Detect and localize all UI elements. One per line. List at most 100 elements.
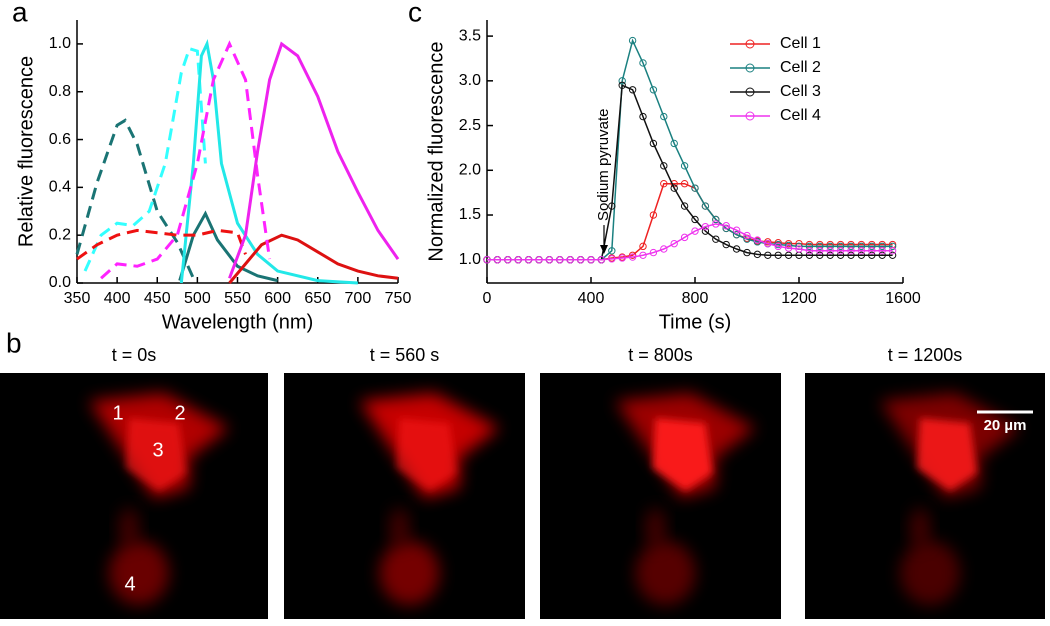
data-point: [826, 247, 834, 255]
cell-label: 4: [124, 573, 135, 595]
data-point: [691, 227, 699, 235]
x-tick-label: 1600: [885, 290, 921, 307]
legend-label: Cell 3: [780, 83, 821, 100]
data-point: [847, 242, 855, 251]
data-point: [639, 59, 647, 67]
x-axis-title: Time (s): [659, 311, 732, 333]
data-point: [649, 211, 658, 219]
data-point: [618, 77, 626, 85]
image-title: t = 1200s: [888, 345, 963, 365]
data-point: [566, 256, 574, 264]
legend-label: Cell 2: [780, 59, 821, 76]
x-tick-label: 600: [264, 290, 291, 307]
series-line: [179, 39, 358, 285]
data-point: [649, 248, 658, 257]
data-point: [732, 226, 741, 234]
data-point: [691, 184, 699, 192]
cell-label: 3: [152, 439, 163, 461]
scale-bar-label: 20 µm: [984, 417, 1027, 434]
data-point: [608, 202, 616, 210]
data-point: [628, 36, 637, 45]
x-tick-label: 1200: [781, 290, 817, 307]
data-point: [826, 251, 834, 259]
x-tick-label: 450: [144, 290, 171, 307]
data-point: [847, 251, 855, 259]
data-point: [535, 256, 543, 264]
x-tick-label: 350: [64, 290, 91, 307]
data-point: [753, 236, 762, 244]
data-point: [712, 215, 720, 224]
data-point: [597, 256, 606, 264]
data-point: [556, 256, 564, 264]
data-point: [576, 256, 585, 264]
data-point: [816, 242, 824, 251]
data-point: [504, 256, 512, 264]
panel-label: a: [12, 0, 28, 27]
data-point: [857, 251, 866, 259]
data-point: [805, 242, 814, 251]
y-tick-label: 3.5: [459, 27, 481, 44]
y-tick-label: 2.5: [459, 117, 481, 134]
data-point: [732, 230, 741, 239]
image-title: t = 0s: [112, 345, 157, 365]
data-point: [774, 242, 782, 251]
cell-body: [126, 418, 186, 491]
legend-label: Cell 1: [780, 35, 821, 52]
cell-label: 2: [174, 402, 185, 424]
cell-lower-tail: [119, 508, 139, 548]
data-point: [836, 242, 845, 251]
data-point: [878, 251, 886, 259]
y-tick-label: 0.4: [49, 179, 71, 196]
data-point: [743, 248, 751, 257]
data-point: [628, 86, 637, 94]
data-point: [649, 139, 658, 148]
data-point: [857, 242, 866, 251]
data-point: [628, 253, 637, 261]
legend-marker: [745, 63, 755, 73]
y-tick-label: 1.0: [49, 35, 71, 52]
y-tick-label: 0.0: [49, 274, 71, 291]
data-point: [795, 245, 803, 253]
data-point: [660, 180, 668, 188]
x-axis-title: Wavelength (nm): [162, 311, 314, 333]
arrow-head: [600, 245, 608, 255]
cell-body: [652, 418, 713, 491]
image-title: t = 560 s: [370, 345, 440, 365]
data-point: [483, 256, 491, 264]
image-row: t = 0s t = 560 s t = 800s t = 1200s 1 23 4 20 µ…: [0, 345, 1045, 619]
cell-label: 1: [112, 402, 123, 424]
data-point: [670, 239, 678, 248]
data-point: [753, 250, 762, 259]
data-point: [847, 247, 855, 255]
x-tick-label: 500: [184, 290, 211, 307]
series-line: [178, 210, 278, 283]
data-point: [608, 247, 616, 255]
data-point: [743, 231, 751, 240]
x-tick-label: 400: [578, 290, 605, 307]
data-point: [712, 235, 720, 243]
x-tick-label: 700: [345, 290, 372, 307]
data-point: [691, 215, 699, 224]
data-point: [587, 256, 595, 264]
data-point: [764, 251, 772, 259]
series-line: [83, 46, 207, 272]
x-tick-label: 750: [385, 290, 412, 307]
data-point: [784, 251, 793, 259]
data-point: [805, 247, 814, 255]
data-point: [660, 112, 668, 121]
data-point: [868, 247, 876, 255]
data-point: [888, 247, 897, 255]
data-point: [618, 81, 626, 90]
cell-lower-tail: [389, 508, 410, 548]
x-tick-label: 650: [304, 290, 331, 307]
data-point: [722, 222, 730, 230]
panel-label: c: [408, 0, 422, 27]
y-axis-title: Normalized fluorescence: [425, 41, 447, 261]
y-axis-title: Relative fluorescence: [15, 56, 37, 247]
data-point: [680, 202, 689, 210]
data-point: [722, 240, 730, 249]
y-tick-label: 0.6: [49, 131, 71, 148]
data-point: [701, 227, 710, 235]
x-tick-label: 0: [483, 290, 492, 307]
